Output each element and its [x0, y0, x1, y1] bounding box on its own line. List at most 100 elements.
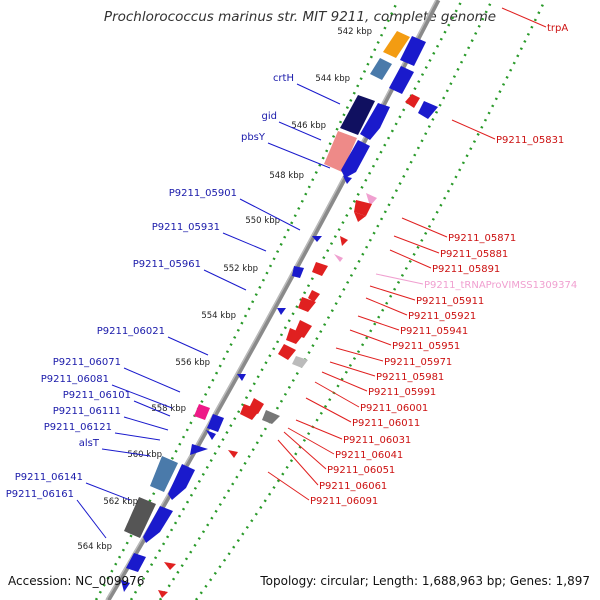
leader-line: [401, 217, 448, 238]
gene-label: P9211_06061: [319, 481, 387, 492]
genome-backbone-highlight: [105, 0, 437, 600]
gene-arrow[interactable]: [228, 450, 238, 458]
leader-line: [296, 83, 341, 105]
accession-text: Accession: NC_009976: [8, 574, 145, 588]
gene-arrow[interactable]: [418, 101, 438, 119]
gene-arrow[interactable]: [343, 176, 352, 184]
leader-line: [501, 7, 547, 28]
gene-label: P9211_06091: [310, 496, 378, 507]
leader-line: [283, 431, 327, 470]
gene-arrow[interactable]: [143, 506, 173, 543]
gene-label: P9211_06071: [53, 357, 121, 368]
gene-label: P9211_05951: [392, 341, 460, 352]
gene-arrow[interactable]: [341, 140, 370, 178]
leader-line: [287, 427, 335, 455]
gene-arrow[interactable]: [164, 562, 176, 570]
gene-arrow[interactable]: [207, 414, 224, 432]
gene-label: P9211_05871: [448, 233, 516, 244]
leader-line: [101, 448, 151, 457]
leader-line: [76, 499, 107, 539]
leader-line: [111, 384, 173, 409]
tick-label: 544 kbp: [315, 74, 350, 84]
gene-arrow[interactable]: [324, 131, 357, 172]
gene-arrow[interactable]: [312, 236, 322, 242]
gene-arrow[interactable]: [278, 344, 296, 360]
tick-ring-reverse: [158, 0, 494, 600]
gene-arrow[interactable]: [389, 66, 414, 94]
gene-label: P9211_06051: [327, 465, 395, 476]
gene-arrow[interactable]: [292, 356, 308, 368]
gene-label: gid: [262, 111, 277, 122]
gene-arrow[interactable]: [194, 404, 210, 420]
gene-label: P9211_05901: [169, 188, 237, 199]
gene-arrow[interactable]: [240, 404, 260, 420]
gene-arrow[interactable]: [168, 464, 195, 500]
gene-label: P9211_06031: [343, 435, 411, 446]
tick-ring-forward-outer: [129, 0, 464, 600]
leader-line: [349, 329, 392, 346]
gene-arrow[interactable]: [340, 236, 348, 246]
gene-arrow[interactable]: [292, 266, 304, 278]
gene-label: pbsY: [241, 132, 266, 143]
leader-line: [335, 347, 384, 362]
gene-arrow[interactable]: [262, 410, 280, 424]
gene-arrow[interactable]: [190, 444, 208, 455]
gene-label: P9211_05921: [408, 311, 476, 322]
gene-label: trpA: [547, 23, 568, 34]
gene-arrow[interactable]: [150, 456, 178, 492]
gene-arrow[interactable]: [277, 308, 286, 315]
leader-line: [277, 439, 319, 486]
tick-label: 562 kbp: [103, 497, 138, 507]
gene-label: P9211_05971: [384, 357, 452, 368]
tick-label: 556 kbp: [175, 358, 210, 368]
gene-arrow[interactable]: [298, 297, 316, 312]
reverse-gene-labels: trpA P9211_05831 P9211_05871 P9211_05881 P92…: [267, 7, 577, 507]
gene-label: P9211_06021: [97, 326, 165, 337]
leader-line: [133, 400, 171, 417]
leader-line: [267, 142, 331, 169]
forward-strand-features: [121, 31, 426, 592]
gene-arrow[interactable]: [354, 212, 366, 222]
gene-arrow[interactable]: [121, 580, 130, 592]
gene-label: P9211_05991: [368, 387, 436, 398]
reverse-strand-features: [158, 94, 438, 598]
tick-label: 542 kbp: [337, 27, 372, 37]
tick-label: 550 kbp: [245, 216, 280, 226]
leader-line: [222, 232, 267, 252]
gene-label: crtH: [273, 73, 294, 84]
gene-arrow[interactable]: [405, 94, 420, 108]
gene-arrow[interactable]: [370, 58, 392, 80]
gene-arrow[interactable]: [126, 553, 146, 572]
gene-arrow[interactable]: [124, 497, 156, 538]
gene-arrow[interactable]: [354, 200, 372, 216]
gene-arrow[interactable]: [286, 328, 304, 344]
tick-label: 546 kbp: [291, 121, 326, 131]
leader-line: [85, 482, 131, 501]
gene-arrow[interactable]: [158, 590, 168, 598]
gene-arrow[interactable]: [237, 374, 246, 381]
gene-arrow[interactable]: [334, 254, 343, 262]
gene-arrow[interactable]: [206, 430, 216, 440]
gene-arrow[interactable]: [383, 31, 410, 58]
leader-line: [167, 336, 209, 356]
leader-line: [239, 198, 301, 231]
gene-label: P9211_05961: [133, 259, 201, 270]
leader-line: [321, 371, 368, 392]
gene-arrow[interactable]: [366, 193, 377, 206]
gene-arrow[interactable]: [308, 290, 320, 302]
leader-line: [451, 119, 496, 140]
tick-label: 548 kbp: [269, 171, 304, 181]
gene-label: P9211_05831: [496, 135, 564, 146]
page-title: Prochlorococcus marinus str. MIT 9211, c…: [103, 9, 497, 25]
gene-arrow[interactable]: [400, 36, 426, 66]
gene-label: P9211_06041: [335, 450, 403, 461]
gene-arrow[interactable]: [312, 262, 328, 276]
gene-arrow[interactable]: [360, 103, 390, 140]
leader-line: [114, 432, 161, 441]
leader-line: [203, 269, 247, 291]
leader-line: [329, 361, 376, 377]
forward-gene-labels: crtH gid pbsY P9211_05901 P9211_05931 P9211_0…: [6, 73, 341, 539]
leader-line: [123, 367, 181, 393]
gene-arrow[interactable]: [340, 95, 375, 135]
gene-label: P9211_05981: [376, 372, 444, 383]
